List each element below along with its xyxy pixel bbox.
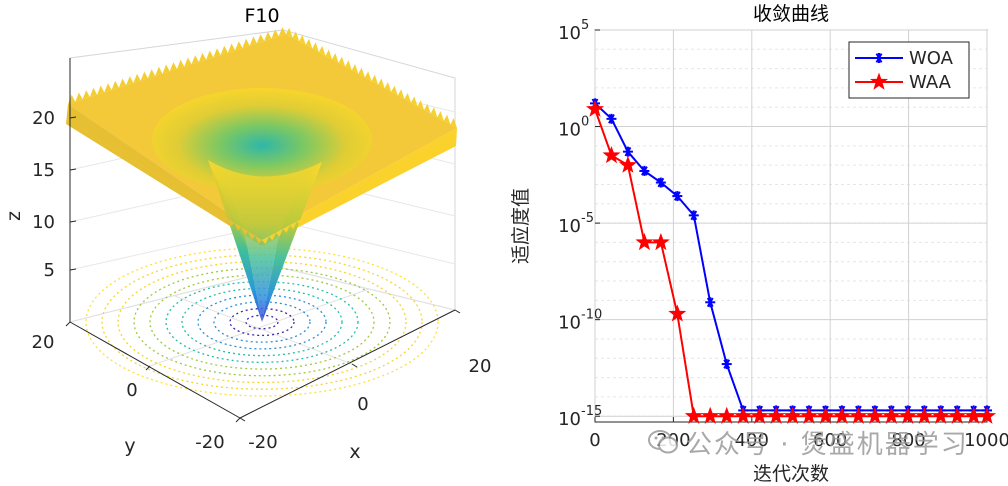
legend: WOA WAA — [848, 41, 970, 99]
data-point — [849, 406, 868, 424]
data-point — [882, 406, 901, 424]
y-axis-label: y — [124, 435, 135, 457]
z-axis-label: z — [3, 211, 25, 221]
wechat-icon — [648, 430, 678, 454]
x-tick-label: 1000 — [964, 430, 1008, 451]
data-point — [651, 232, 670, 251]
contour-ring — [101, 254, 423, 390]
y-tick-label: 0 — [126, 380, 137, 401]
x-axis-line — [69, 321, 241, 419]
data-point — [750, 406, 769, 424]
legend-label-waa: WAA — [909, 72, 952, 93]
data-point — [618, 155, 637, 173]
surface-funnel-left — [208, 160, 262, 322]
x-tick-label: 600 — [813, 430, 847, 451]
y-tick-label: -20 — [195, 432, 224, 453]
contour-ring — [197, 294, 327, 350]
floor-grid-line — [149, 288, 370, 367]
data-point — [800, 406, 818, 424]
y-tick-exponent: 0 — [581, 115, 589, 130]
contour-ring — [165, 281, 359, 363]
x-tick-label: 400 — [735, 430, 769, 451]
surface-front-right-edge — [262, 128, 457, 246]
x-tick-label: 0 — [357, 394, 368, 415]
surface-title: F10 — [244, 5, 279, 27]
x-ticks: -20 0 20 — [239, 309, 492, 453]
legend-marker-shape — [870, 72, 888, 90]
data-point — [701, 406, 720, 424]
y-tick-exponent: -15 — [581, 404, 602, 419]
y-tick-exponent: -10 — [581, 308, 602, 323]
y-ticks: 20 0 -20 — [32, 321, 241, 453]
y-tick-label: 10 — [558, 216, 581, 237]
surface-plot-panel: 5 10 15 20 20 0 -20 -20 0 20 — [3, 5, 492, 463]
edge-spike-row — [68, 118, 262, 244]
data-point — [816, 406, 835, 424]
z-tick-label: 10 — [32, 212, 55, 233]
x-tick-label: 0 — [589, 430, 600, 451]
watermark-text: 公众号 · 煲盛机器学习 — [686, 429, 969, 460]
data-point — [602, 146, 621, 164]
surface-funnel-right — [262, 162, 322, 322]
series-waa — [586, 99, 996, 424]
watermark: 公众号 · 煲盛机器学习 — [648, 424, 969, 460]
wall-grid-line — [282, 221, 456, 265]
y-tick-exponent: -5 — [581, 211, 594, 226]
data-point — [948, 406, 967, 424]
data-point — [717, 406, 736, 424]
y-axis-line — [239, 309, 456, 419]
surface-bowl — [152, 88, 372, 192]
data-point — [833, 406, 851, 424]
data-point — [586, 99, 604, 117]
data-point — [684, 406, 703, 424]
data-point — [734, 406, 753, 424]
y-tick-label: 20 — [32, 332, 55, 353]
y-tick-exponent: 5 — [581, 18, 589, 33]
x-tick-label: 20 — [469, 356, 492, 377]
legend-box — [848, 41, 970, 99]
x-tick-label: 800 — [891, 430, 925, 451]
data-point — [898, 406, 917, 424]
data-point — [915, 406, 934, 424]
data-point — [865, 406, 884, 424]
data-point — [635, 232, 654, 251]
y-tick-label: 10 — [558, 409, 581, 430]
edge-spike-row — [262, 136, 457, 245]
data-point — [931, 406, 950, 424]
contour-ring — [181, 287, 343, 357]
surface-front-left-edge — [66, 104, 262, 246]
data-point — [668, 304, 687, 322]
edge-spike-row — [286, 27, 457, 128]
legend-label-woa: WOA — [909, 48, 954, 69]
surface-edge-spikes — [68, 27, 457, 245]
data-point — [767, 406, 786, 424]
surface-plot: 5 10 15 20 20 0 -20 -20 0 20 — [3, 5, 492, 463]
edge-spike-row — [68, 27, 286, 105]
data-point — [783, 406, 802, 424]
x-axis-label: x — [349, 441, 360, 463]
x-axis-label: 迭代次数 — [753, 463, 829, 485]
legend-marker-waa — [870, 72, 888, 90]
z-tick-label: 20 — [32, 108, 55, 129]
y-tick-label: 10 — [558, 23, 581, 44]
convergence-title: 收敛曲线 — [753, 3, 829, 25]
y-tick-label: 10 — [558, 313, 581, 334]
legend-marker-woa — [874, 53, 884, 63]
z-tick-label: 15 — [32, 160, 55, 181]
data-point — [978, 406, 996, 424]
y-axis-label: 适应度值 — [510, 188, 532, 264]
z-tick-label: 5 — [44, 260, 55, 281]
x-tick-label: -20 — [248, 432, 277, 453]
contour-ring — [85, 247, 439, 397]
y-tick-label: 10 — [558, 120, 581, 141]
z-ticks: 5 10 15 20 — [32, 108, 77, 281]
series-layer — [586, 98, 996, 424]
